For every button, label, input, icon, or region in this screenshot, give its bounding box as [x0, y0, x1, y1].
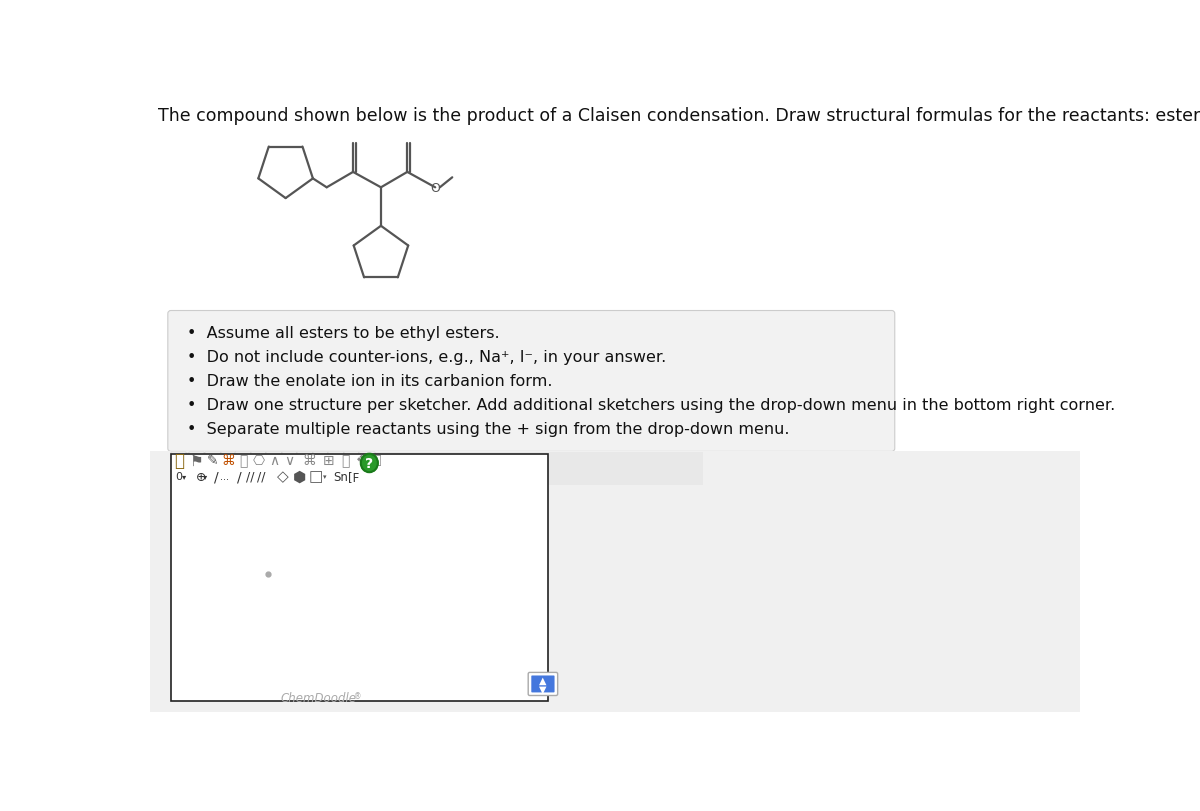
- Text: ▾: ▾: [203, 472, 206, 481]
- Text: O: O: [431, 182, 440, 195]
- FancyBboxPatch shape: [528, 672, 558, 696]
- Bar: [329, 453, 343, 467]
- Bar: [235, 453, 251, 467]
- Bar: [170, 455, 548, 701]
- Text: •  Do not include counter-ions, e.g., Na⁺, I⁻, in your answer.: • Do not include counter-ions, e.g., Na⁺…: [187, 350, 666, 365]
- Text: /: /: [236, 470, 241, 483]
- Text: ∧: ∧: [269, 453, 280, 467]
- Text: ▾: ▾: [181, 472, 186, 481]
- Text: •  Separate multiple reactants using the + sign from the drop-down menu.: • Separate multiple reactants using the …: [187, 421, 790, 436]
- Text: •  Draw one structure per sketcher. Add additional sketchers using the drop-down: • Draw one structure per sketcher. Add a…: [187, 397, 1116, 412]
- Text: The compound shown below is the product of a Claisen condensation. Draw structur: The compound shown below is the product …: [157, 106, 1200, 125]
- Text: ⌖: ⌖: [373, 454, 380, 467]
- Bar: [269, 469, 284, 483]
- Text: ▲
▼: ▲ ▼: [539, 675, 547, 693]
- Text: ?: ?: [365, 457, 373, 470]
- Text: ⚑: ⚑: [190, 453, 203, 468]
- Text: ⌘: ⌘: [221, 453, 235, 467]
- Bar: [204, 469, 218, 483]
- Bar: [188, 453, 204, 467]
- Bar: [366, 469, 382, 483]
- Bar: [343, 453, 359, 467]
- Text: //: //: [257, 470, 265, 483]
- Text: ✋: ✋: [174, 452, 184, 470]
- Bar: [170, 469, 703, 486]
- Bar: [236, 469, 252, 483]
- Text: ⊞: ⊞: [323, 453, 334, 467]
- Bar: [334, 469, 349, 483]
- Bar: [170, 469, 186, 483]
- Text: □: □: [308, 469, 323, 484]
- Bar: [251, 453, 266, 467]
- Text: [F: [F: [348, 470, 359, 483]
- Bar: [170, 469, 190, 483]
- Text: //: //: [246, 470, 254, 483]
- Text: ⌘: ⌘: [302, 453, 316, 467]
- Text: ∨: ∨: [284, 453, 294, 467]
- Text: •  Draw the enolate ion in its carbanion form.: • Draw the enolate ion in its carbanion …: [187, 373, 553, 388]
- Bar: [322, 469, 329, 483]
- Text: ▾: ▾: [324, 474, 326, 479]
- Text: ⌖: ⌖: [239, 453, 247, 467]
- FancyBboxPatch shape: [168, 311, 895, 452]
- Text: ✎: ✎: [206, 453, 218, 467]
- Bar: [313, 453, 329, 467]
- Bar: [298, 453, 313, 467]
- Text: Sn: Sn: [334, 470, 348, 483]
- Bar: [205, 453, 221, 467]
- Bar: [252, 469, 268, 483]
- Bar: [187, 469, 203, 483]
- FancyBboxPatch shape: [532, 676, 554, 693]
- Bar: [301, 469, 317, 483]
- Ellipse shape: [361, 454, 378, 473]
- Text: ⬢: ⬢: [293, 469, 306, 484]
- Text: ®: ®: [354, 691, 361, 700]
- Bar: [170, 453, 703, 470]
- Bar: [266, 453, 282, 467]
- Bar: [150, 451, 1080, 713]
- Bar: [398, 469, 414, 483]
- Bar: [221, 453, 236, 467]
- Bar: [359, 453, 374, 467]
- Bar: [220, 469, 235, 483]
- Bar: [284, 469, 300, 483]
- Bar: [383, 469, 398, 483]
- Bar: [350, 469, 366, 483]
- Text: •  Assume all esters to be ethyl esters.: • Assume all esters to be ethyl esters.: [187, 326, 500, 341]
- Bar: [170, 453, 186, 467]
- Text: ❖: ❖: [356, 454, 367, 467]
- Text: ...: ...: [220, 471, 229, 482]
- Text: ⎔: ⎔: [252, 453, 264, 467]
- Text: ⊕: ⊕: [196, 470, 206, 483]
- Text: ⌖: ⌖: [341, 453, 349, 467]
- Bar: [317, 469, 332, 483]
- Text: ◇: ◇: [277, 469, 289, 484]
- Text: 0: 0: [175, 471, 182, 482]
- Text: ChemDoodle: ChemDoodle: [280, 691, 356, 704]
- Bar: [265, 469, 281, 483]
- Bar: [192, 469, 210, 483]
- Bar: [282, 453, 298, 467]
- Text: /: /: [214, 470, 218, 483]
